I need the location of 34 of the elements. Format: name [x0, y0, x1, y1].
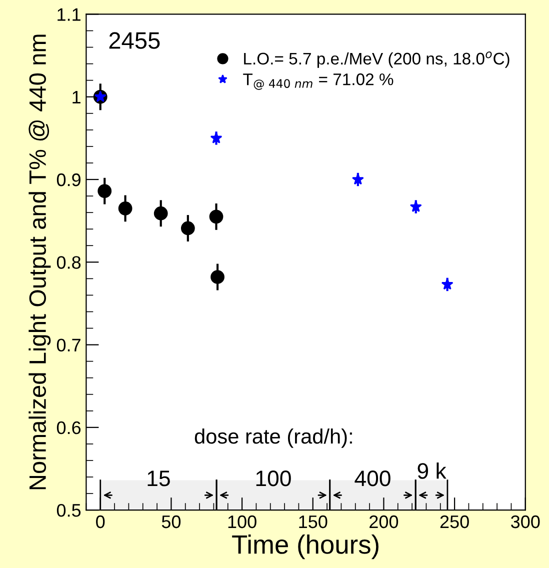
- point: [210, 132, 222, 144]
- band-label: 9 k: [418, 462, 446, 479]
- text: 2455: [109, 32, 160, 49]
- x-tick-label: 200: [370, 515, 398, 528]
- legend-label: T$_{@ 440 nm}$ = 71.02 %: [243, 73, 394, 90]
- band-label: 15: [148, 470, 170, 486]
- point: [154, 206, 168, 220]
- point: [209, 210, 224, 224]
- legend-label: L.O.= 5.7 p.e./MeV (200 ns, 18.0$^{o}$C): [244, 52, 510, 68]
- point: [441, 278, 454, 290]
- point: [352, 173, 364, 185]
- y-tick-label: 0.9: [56, 173, 80, 186]
- band-label: 100: [256, 470, 291, 486]
- x-tick-label: 50: [162, 515, 181, 528]
- point: [410, 200, 422, 212]
- annotation: dose rate (rad/h):: [194, 428, 352, 448]
- point: [180, 221, 195, 236]
- x-tick-label: 250: [440, 515, 469, 528]
- point: [210, 270, 224, 284]
- point: [98, 184, 112, 198]
- x-tick-label: 0: [96, 515, 105, 528]
- x-axis-title: Time (hours): [232, 534, 378, 560]
- y-tick-label: 1.1: [58, 8, 80, 21]
- y-tick-label: 0.6: [56, 421, 81, 434]
- y-tick-label: 1: [72, 90, 80, 104]
- x-tick-label: 150: [299, 515, 328, 528]
- y-tick-label: 0.7: [56, 338, 80, 352]
- x-tick-label: 300: [511, 515, 540, 528]
- point: [118, 201, 132, 216]
- y-tick-label: 0.8: [56, 256, 81, 269]
- x-tick-label: 100: [228, 515, 256, 528]
- y-tick-label: 0.5: [56, 504, 81, 517]
- band-label: 400: [354, 470, 390, 486]
- y-axis-title: Normalized Light Output and T% @ 440 nm: [28, 34, 51, 490]
